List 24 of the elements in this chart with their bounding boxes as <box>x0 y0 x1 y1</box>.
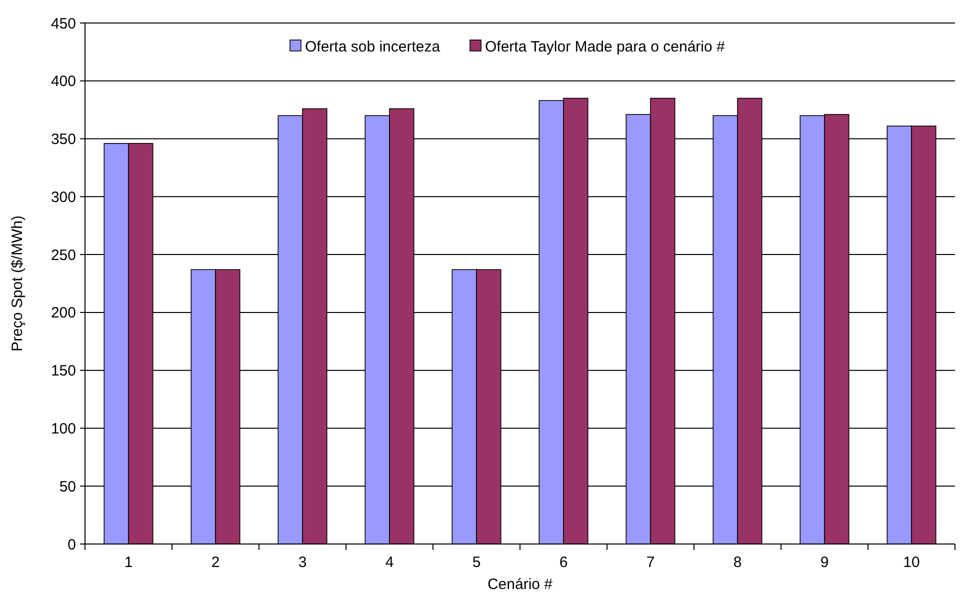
x-tick-label: 6 <box>559 554 568 571</box>
y-tick-label: 50 <box>59 478 76 496</box>
y-tick-label: 250 <box>50 246 76 264</box>
x-tick-label: 5 <box>472 554 481 571</box>
x-tick-label: 7 <box>646 554 655 571</box>
x-tick-label: 9 <box>820 554 829 571</box>
legend-label: Oferta sob incerteza <box>305 38 441 56</box>
y-tick-label: 100 <box>50 420 76 438</box>
y-tick-label: 400 <box>50 73 76 90</box>
y-tick-label: 350 <box>50 131 76 148</box>
x-tick-label: 8 <box>733 554 742 571</box>
y-tick-label: 0 <box>68 536 76 554</box>
x-tick-label: 2 <box>211 554 220 571</box>
x-tick-label: 10 <box>903 554 920 571</box>
y-tick-label: 150 <box>50 362 76 380</box>
x-axis-title: Cenário # <box>487 576 554 593</box>
x-tick-label: 1 <box>124 554 133 571</box>
y-tick-label: 200 <box>50 304 76 322</box>
y-axis-title: Preço Spot ($/MWh) <box>9 216 26 352</box>
x-tick-label: 3 <box>298 554 307 571</box>
y-tick-label: 450 <box>50 15 76 32</box>
x-tick-label: 4 <box>385 554 394 571</box>
legend-label: Oferta Taylor Made para o cenário # <box>485 38 726 56</box>
y-tick-label: 300 <box>50 188 76 206</box>
